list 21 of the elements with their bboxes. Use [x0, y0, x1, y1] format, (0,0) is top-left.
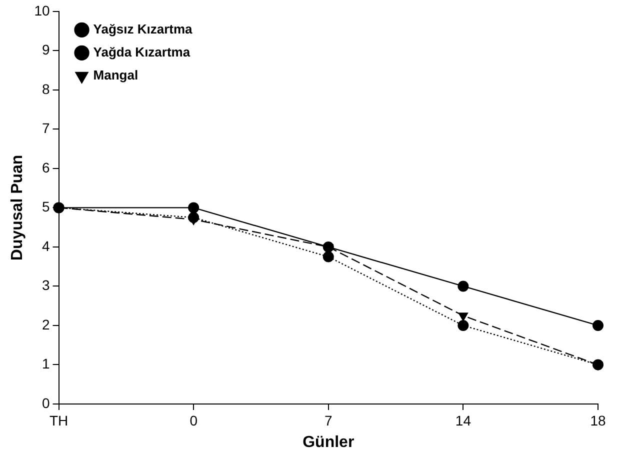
- x-tick-label: TH: [49, 412, 68, 428]
- y-tick-label: 9: [42, 42, 50, 58]
- x-tick-label: 18: [590, 412, 606, 428]
- y-axis-title: Duyusal Puan: [9, 154, 26, 261]
- x-tick-label: 14: [455, 412, 472, 428]
- y-tick-label: 6: [42, 159, 50, 176]
- x-tick-label: 7: [324, 412, 332, 428]
- y-tick-label: 10: [34, 2, 50, 18]
- y-tick-label: 4: [42, 238, 50, 254]
- legend-label: Yağda Kızartma: [93, 44, 191, 60]
- y-tick-label: 2: [42, 316, 50, 332]
- y-tick-label: 0: [42, 394, 50, 411]
- x-axis-title: Günler: [302, 434, 354, 451]
- x-tick-label: 0: [190, 412, 198, 428]
- y-tick-label: 1: [42, 356, 50, 372]
- legend-label: Yağsız Kızartma: [93, 21, 194, 36]
- y-tick-label: 5: [42, 198, 50, 215]
- y-tick-label: 3: [42, 277, 50, 294]
- legend-label: Mangal: [93, 67, 138, 82]
- y-tick-label: 7: [42, 120, 50, 136]
- y-tick-label: 8: [42, 80, 50, 97]
